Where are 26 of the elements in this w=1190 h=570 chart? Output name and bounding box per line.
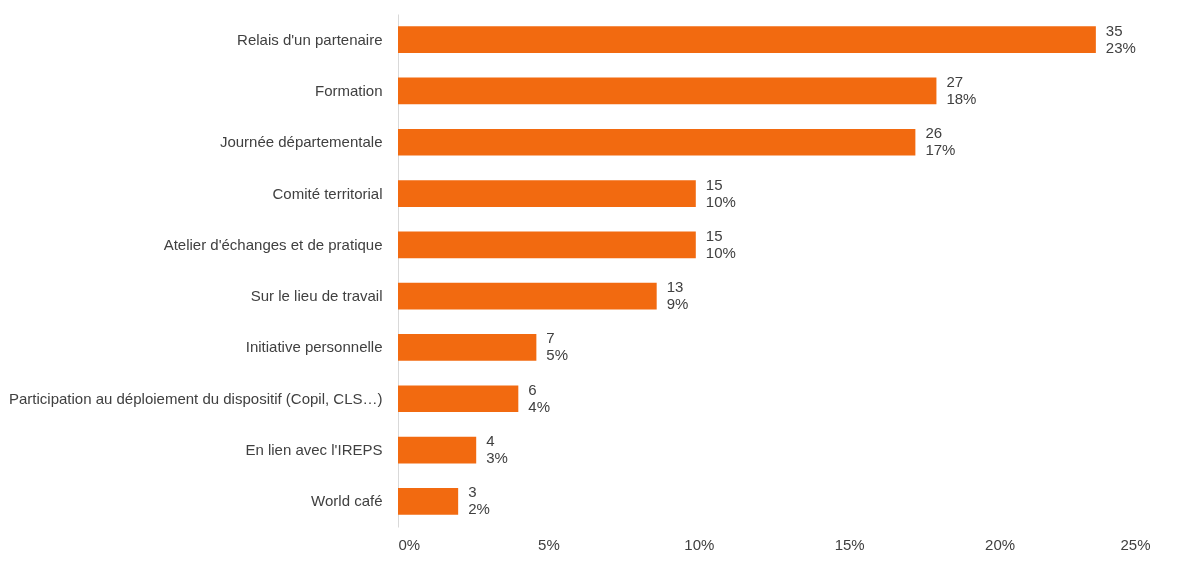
- y-tick-label: Participation au déploiement du dispositif (Copil, CLS…): [8, 389, 383, 407]
- data-label: 15 10%: [705, 226, 736, 261]
- y-tick-label: Atelier d'échanges et de pratique: [163, 235, 383, 253]
- y-tick-label: Formation: [314, 81, 383, 99]
- x-tick-label: 0%: [398, 535, 421, 553]
- data-label: 26 17%: [925, 124, 956, 159]
- y-tick-label: Comité territorial: [272, 184, 383, 202]
- y-tick-label: Initiative personnelle: [245, 338, 383, 356]
- data-label: 3 2%: [468, 483, 490, 518]
- x-tick-label: 5%: [538, 535, 560, 553]
- data-label: 6 4%: [528, 380, 551, 415]
- y-tick-label: Journée départementale: [219, 133, 383, 151]
- data-label: 4 3%: [486, 432, 508, 467]
- y-tick-label: Sur le lieu de travail: [250, 287, 383, 305]
- x-tick-label: 20%: [985, 535, 1016, 553]
- y-tick-label: En lien avec l'IREPS: [245, 441, 383, 459]
- x-tick-label: 15%: [834, 535, 865, 553]
- data-label: 13 9%: [666, 278, 689, 313]
- x-tick-label: 25%: [1120, 535, 1151, 553]
- y-tick-label: World café: [311, 492, 383, 510]
- y-tick-label: Relais d'un partenaire: [237, 30, 383, 48]
- data-label: 15 10%: [705, 175, 736, 210]
- x-tick-label: 10%: [684, 535, 715, 553]
- data-label: 35 23%: [1105, 21, 1136, 56]
- data-label: 27 18%: [946, 72, 977, 107]
- data-label: 7 5%: [546, 329, 569, 364]
